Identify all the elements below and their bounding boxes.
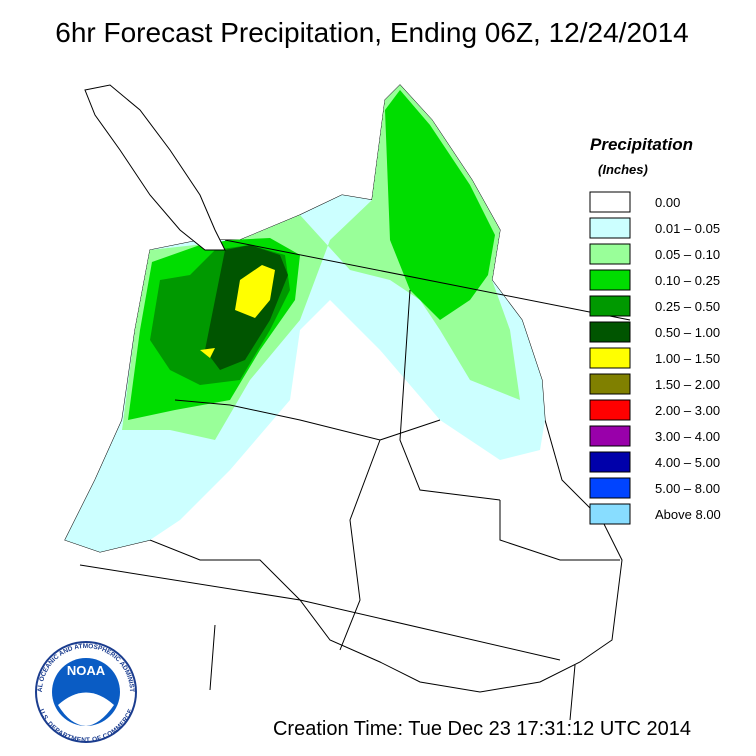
legend-label: 2.00 – 3.00 xyxy=(655,403,720,418)
legend-label: 0.25 – 0.50 xyxy=(655,299,720,314)
map xyxy=(64,84,631,721)
legend-subtitle: (Inches) xyxy=(598,162,648,177)
legend-label: 0.00 xyxy=(655,195,680,210)
legend-label: 0.01 – 0.05 xyxy=(655,221,720,236)
legend-label: 0.10 – 0.25 xyxy=(655,273,720,288)
legend-label: 3.00 – 4.00 xyxy=(655,429,720,444)
legend-swatch xyxy=(589,451,631,473)
legend-swatch xyxy=(589,269,631,291)
vancouver-island xyxy=(84,84,226,251)
legend-label: Above 8.00 xyxy=(655,507,721,522)
title: 6hr Forecast Precipitation, Ending 06Z, … xyxy=(55,17,689,48)
logo-name: NOAA xyxy=(67,663,106,678)
border-line xyxy=(224,239,631,321)
border-line xyxy=(79,564,561,661)
logo-bird xyxy=(58,692,114,726)
border-line xyxy=(499,500,620,561)
footer: Creation Time: Tue Dec 23 17:31:12 UTC 2… xyxy=(273,718,691,740)
legend-label: 1.00 – 1.50 xyxy=(655,351,720,366)
legend-label: 5.00 – 8.00 xyxy=(655,481,720,496)
border-line xyxy=(339,439,381,651)
legend-swatch xyxy=(589,321,631,343)
legend-title: Precipitation xyxy=(590,135,693,154)
legend-label: 0.05 – 0.10 xyxy=(655,247,720,262)
legend-swatch xyxy=(589,243,631,265)
legend-label: 1.50 – 2.00 xyxy=(655,377,720,392)
legend-label: 0.50 – 1.00 xyxy=(655,325,720,340)
legend-swatch xyxy=(589,399,631,421)
legend-label: 4.00 – 5.00 xyxy=(655,455,720,470)
legend-swatch xyxy=(589,191,631,213)
legend-swatch xyxy=(589,477,631,499)
legend: Precipitation (Inches) 0.00 0.01 – 0.05 0.… xyxy=(589,135,721,525)
yellow-area xyxy=(200,265,275,358)
legend-swatch xyxy=(589,217,631,239)
legend-swatch xyxy=(589,373,631,395)
border-line xyxy=(209,624,576,721)
legend-swatch xyxy=(589,425,631,447)
legend-swatch xyxy=(589,295,631,317)
border-line xyxy=(399,289,501,501)
legend-swatch xyxy=(589,347,631,369)
legend-swatch xyxy=(589,503,631,525)
